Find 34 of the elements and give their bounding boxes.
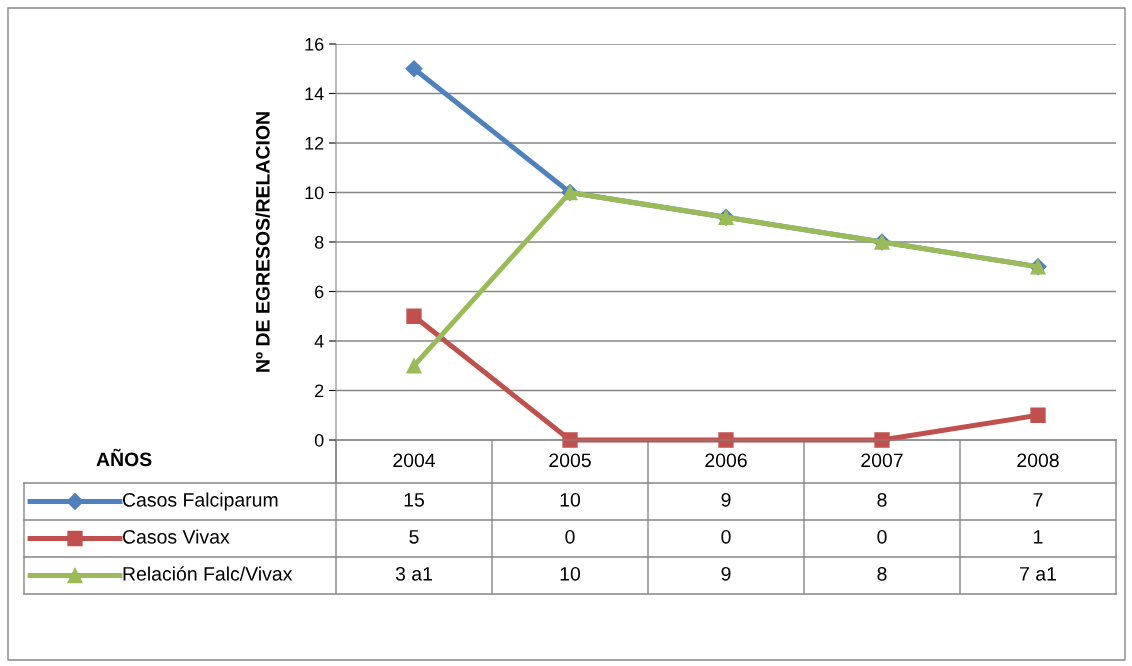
legend-label: Casos Falciparum: [122, 492, 278, 511]
data-label: 8: [877, 566, 887, 581]
data-label: 9: [721, 566, 731, 581]
y-tick-label: 14: [305, 87, 324, 101]
y-axis-title: Nº DE EGRESOS/RELACION: [255, 112, 270, 372]
y-tick-label: 2: [315, 384, 324, 398]
data-label: 0: [721, 529, 731, 544]
x-tick-label: 2007: [861, 453, 903, 468]
data-label: 15: [404, 493, 424, 507]
data-label: 10: [560, 566, 581, 581]
x-tick-label: 2004: [393, 453, 436, 468]
data-label: 9: [721, 492, 731, 507]
x-tick-label: 2008: [1017, 453, 1059, 468]
y-tick-label: 12: [305, 136, 324, 150]
data-label: 3 a1: [395, 566, 432, 581]
legend-label: Casos Vivax: [122, 529, 230, 544]
y-tick-label: 10: [305, 186, 324, 200]
y-tick-label: 4: [314, 335, 324, 348]
legend-label: Relación Falc/Vivax: [123, 566, 293, 581]
data-label: 1: [1034, 530, 1043, 544]
y-tick-label: 0: [314, 433, 324, 447]
text: AÑOS: [96, 448, 152, 467]
y-tick-label: 6: [315, 285, 324, 299]
x-tick-label: 2006: [705, 453, 747, 468]
data-label: 5: [409, 530, 419, 544]
x-tick-label: 2005: [549, 453, 591, 468]
data-label: 0: [877, 529, 887, 544]
data-label: 8: [877, 492, 887, 507]
data-label: 7: [1033, 493, 1043, 507]
data-label: 0: [565, 529, 575, 544]
y-tick-label: 16: [305, 37, 324, 51]
data-label: 7 a1: [1020, 567, 1056, 581]
y-tick-label: 8: [314, 235, 324, 249]
data-label: 10: [560, 492, 581, 507]
